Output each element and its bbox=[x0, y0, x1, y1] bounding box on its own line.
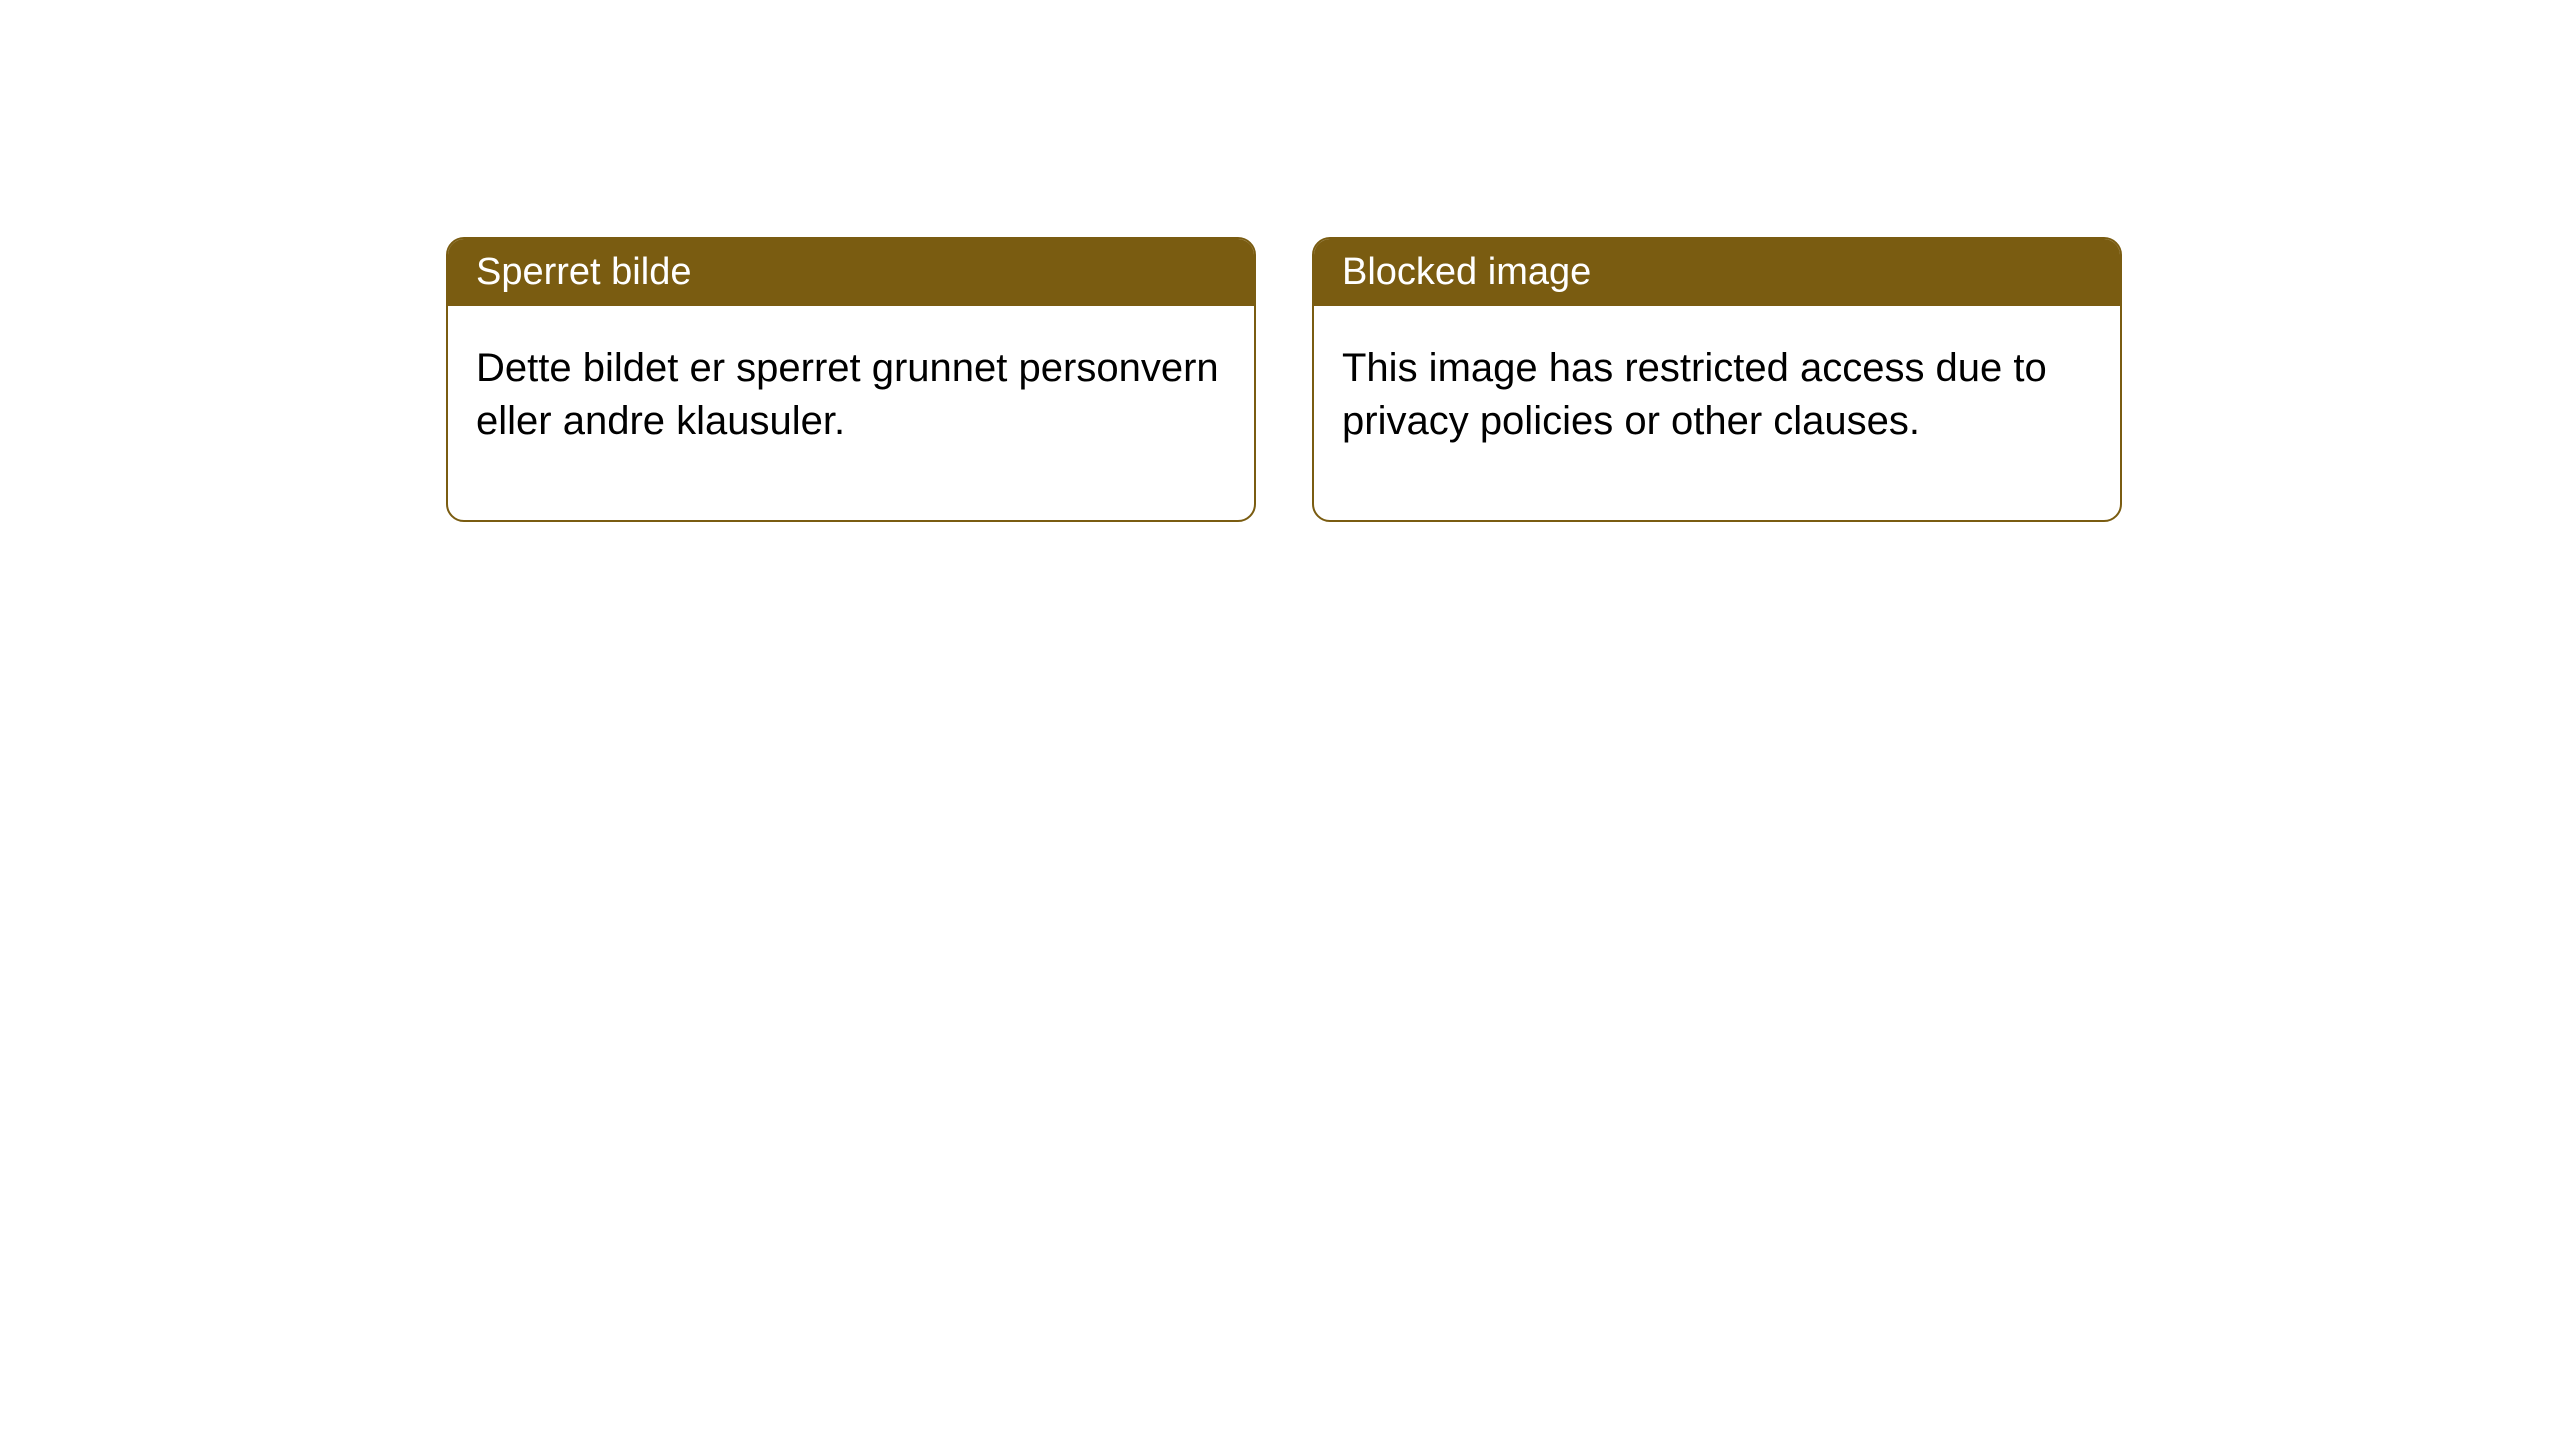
notice-box-english: Blocked image This image has restricted … bbox=[1312, 237, 2122, 522]
notice-container: Sperret bilde Dette bildet er sperret gr… bbox=[0, 0, 2560, 522]
notice-body-norwegian: Dette bildet er sperret grunnet personve… bbox=[448, 306, 1254, 520]
notice-box-norwegian: Sperret bilde Dette bildet er sperret gr… bbox=[446, 237, 1256, 522]
notice-header-english: Blocked image bbox=[1314, 239, 2120, 306]
notice-header-norwegian: Sperret bilde bbox=[448, 239, 1254, 306]
notice-body-english: This image has restricted access due to … bbox=[1314, 306, 2120, 520]
